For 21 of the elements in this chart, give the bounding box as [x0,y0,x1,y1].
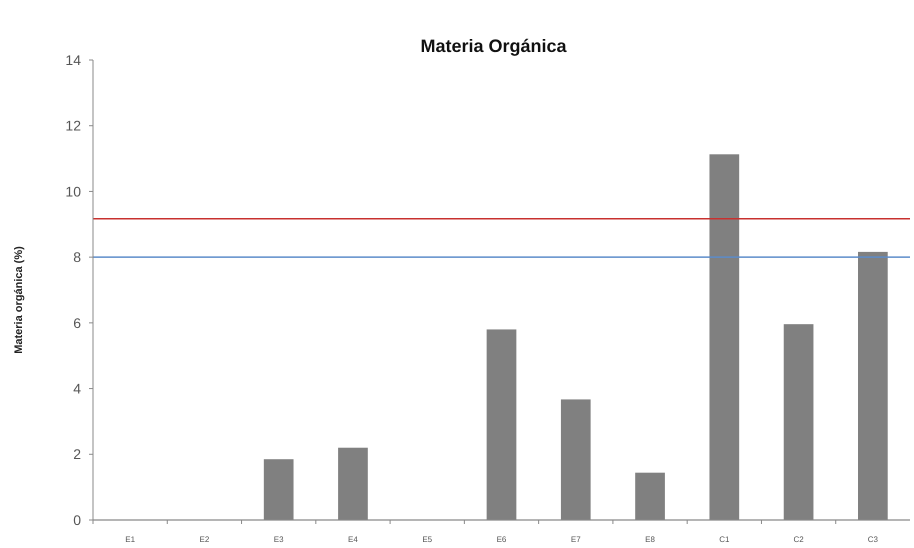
x-tick-label: E1 [125,535,136,544]
x-tick-label: E8 [645,535,656,544]
x-tick-label: E7 [570,535,582,544]
x-tick-label: C3 [868,535,879,544]
x-tick-label: E6 [496,535,507,544]
x-tick-label: E5 [422,535,433,544]
y-tick-label: 10 [65,183,82,200]
y-tick-label: 2 [73,446,82,462]
x-tick-label: C1 [719,535,730,544]
x-tick-label: E2 [200,535,210,544]
y-tick-label: 0 [73,512,82,528]
x-tick-label: E3 [274,535,284,544]
x-tick-label: E4 [348,535,358,544]
x-tick-label: C2 [793,535,804,544]
y-tick-label: 14 [65,52,82,68]
y-tick-label: 4 [73,380,82,396]
y-axis-title: Materia orgánica (%) [13,246,25,354]
y-tick-label: 6 [73,314,82,331]
chart-title: Materia Orgánica [420,36,568,56]
y-tick-label: 8 [73,249,82,266]
y-tick-label: 12 [65,118,82,134]
